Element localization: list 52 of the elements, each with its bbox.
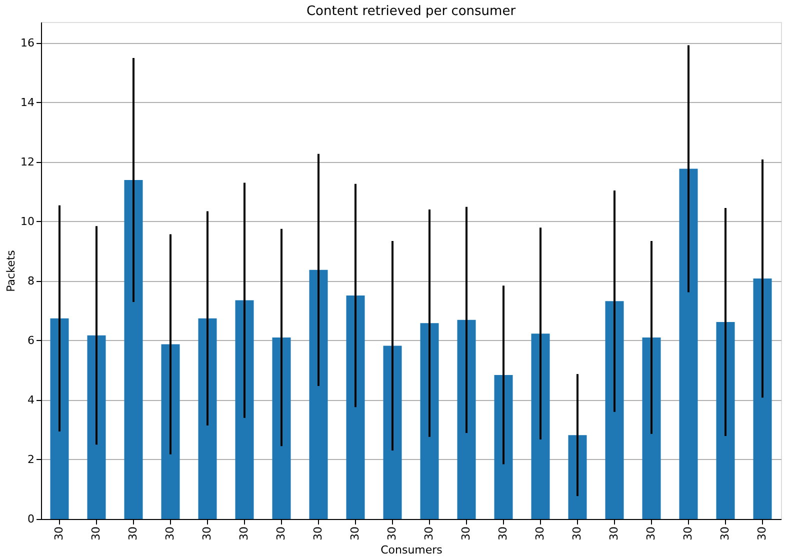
bar — [605, 301, 624, 519]
x-axis-title: Consumers — [380, 543, 443, 556]
x-tick-label: 30 — [608, 526, 620, 540]
bar — [568, 435, 587, 519]
bar — [87, 335, 106, 519]
x-tick-label: 30 — [386, 526, 398, 540]
bar — [716, 322, 735, 519]
y-tick-label: 4 — [28, 393, 34, 406]
chart-title: Content retrieved per consumer — [306, 4, 516, 19]
bar — [50, 318, 69, 519]
x-tick-label: 30 — [682, 526, 694, 540]
y-tick-label: 6 — [28, 334, 34, 347]
x-tick-label: 30 — [126, 526, 140, 540]
y-tick-label: 0 — [28, 512, 34, 526]
bar — [198, 318, 217, 519]
bar — [494, 374, 513, 519]
y-tick-label: 14 — [20, 96, 34, 109]
bar — [124, 180, 143, 519]
bar — [272, 337, 291, 519]
x-tick-label: 30 — [200, 526, 214, 540]
x-tick-label: 30 — [644, 526, 658, 540]
x-tick-label: 30 — [238, 526, 250, 540]
x-tick-label: 30 — [718, 526, 732, 540]
y-axis-title: Packets — [4, 250, 18, 292]
x-tick-label: 30 — [460, 526, 472, 540]
y-tick-label: 10 — [20, 214, 34, 228]
y-tick-label: 2 — [28, 452, 34, 466]
bar — [753, 278, 772, 519]
x-tick-label: 30 — [52, 526, 66, 540]
x-tick-label: 30 — [756, 526, 768, 540]
x-tick-label: 30 — [534, 526, 546, 540]
x-tick-label: 30 — [496, 526, 510, 540]
x-tick-label: 30 — [312, 526, 324, 540]
y-tick-label: 16 — [20, 36, 34, 50]
x-tick-label: 30 — [348, 526, 362, 540]
bar — [383, 346, 402, 519]
bar — [679, 168, 698, 519]
bar — [642, 337, 661, 519]
bar — [346, 296, 365, 519]
x-tick-label: 30 — [570, 526, 584, 540]
bar — [420, 323, 439, 519]
bar — [457, 320, 476, 519]
x-tick-label: 30 — [164, 526, 176, 540]
bar — [531, 334, 550, 519]
x-tick-label: 30 — [422, 526, 436, 540]
bar — [161, 344, 180, 519]
bar — [235, 300, 254, 519]
y-tick-label: 12 — [20, 155, 34, 168]
x-tick-label: 30 — [274, 526, 288, 540]
bar — [309, 270, 328, 519]
x-tick-label: 30 — [90, 526, 102, 540]
y-tick-label: 8 — [28, 274, 34, 288]
